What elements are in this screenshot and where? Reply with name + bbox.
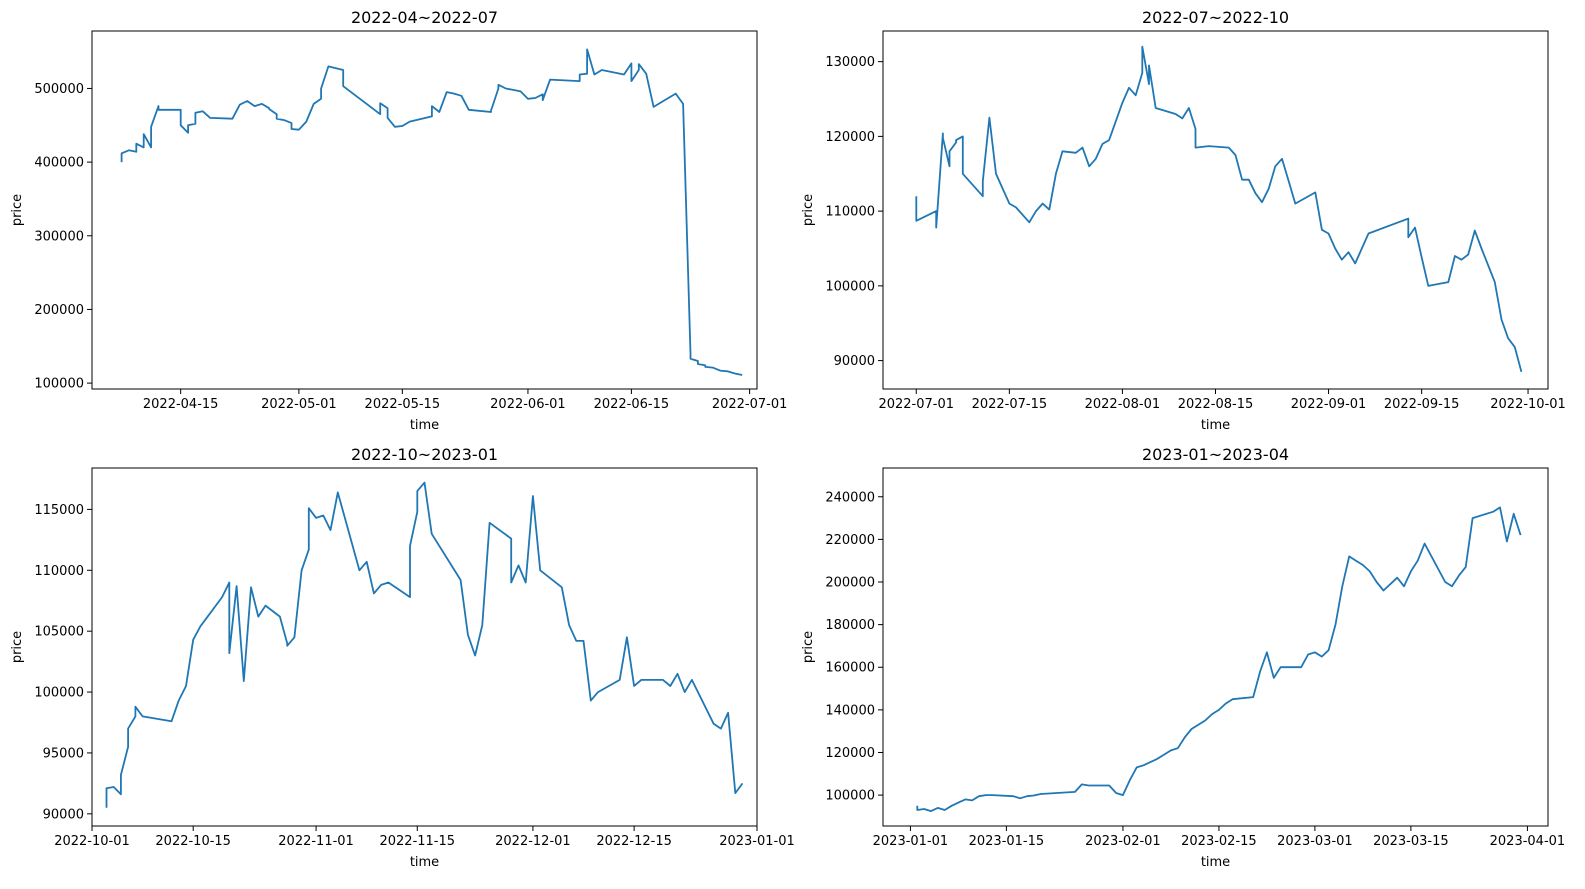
subplot-3-xlabel: time: [410, 855, 439, 870]
subplot-3-x-tick-label: 2022-12-01: [495, 834, 571, 849]
subplot-2-y-tick-label: 120000: [825, 130, 875, 145]
subplot-1-ylabel: price: [10, 194, 25, 226]
subplot-1-x-tick-label: 2022-06-15: [594, 397, 670, 412]
subplot-3-axes-frame: [91, 467, 758, 827]
subplot-2-x-tick-label: 2022-09-15: [1384, 397, 1460, 412]
subplot-2-series-line: [915, 45, 1523, 373]
subplot-1-x-tick-label: 2022-05-15: [365, 397, 441, 412]
subplot-4-y-tick-label: 120000: [825, 746, 875, 761]
subplot-4-y-tick-label: 100000: [825, 789, 875, 804]
subplot-2-x-tick-label: 2022-08-01: [1085, 397, 1161, 412]
subplot-4-series-line: [916, 506, 1522, 812]
subplot-4-y-tick-label: 220000: [825, 533, 875, 548]
subplot-3-y-tick-label: 90000: [43, 807, 84, 822]
subplot-1-y-tick-label: 400000: [34, 156, 84, 171]
subplot-3: 2022-10~2023-01 time price 2022-10-01 202…: [10, 445, 795, 870]
subplot-2-x-tick-label: 2022-10-01: [1490, 397, 1566, 412]
subplot-4-title: 2023-01~2023-04: [1142, 445, 1289, 464]
subplot-4-xlabel: time: [1201, 855, 1230, 870]
subplot-1-y-tick-label: 500000: [34, 82, 84, 97]
subplot-4-y-tick-label: 200000: [825, 576, 875, 591]
subplot-2-xlabel: time: [1201, 418, 1230, 433]
subplot-4-x-tick-label: 2023-01-15: [969, 834, 1045, 849]
subplot-4-x-tick-label: 2023-03-15: [1373, 834, 1449, 849]
subplot-4-y-tick-label: 240000: [825, 490, 875, 505]
subplot-1: 2022-04~2022-07 time price 2022-04-15 202…: [10, 8, 787, 433]
subplot-4-x-tick-label: 2023-02-15: [1181, 834, 1257, 849]
subplot-1-series-line: [120, 48, 743, 376]
subplot-3-x-tick-label: 2022-10-01: [54, 834, 130, 849]
subplot-4-x-tick-label: 2023-01-01: [873, 834, 949, 849]
subplot-3-y-tick-label: 100000: [34, 686, 84, 701]
subplot-4-axes-frame: [882, 467, 1549, 827]
subplot-3-title: 2022-10~2023-01: [351, 445, 498, 464]
subplot-1-y-tick-label: 100000: [34, 377, 84, 392]
subplot-2-y-tick-label: 110000: [825, 205, 875, 220]
subplot-1-y-tick-label: 200000: [34, 303, 84, 318]
subplot-2-x-tick-label: 2022-07-01: [878, 397, 954, 412]
subplot-4-y-tick-label: 140000: [825, 703, 875, 718]
subplot-3-x-tick-label: 2022-11-01: [278, 834, 354, 849]
subplot-2-y-tick-label: 100000: [825, 279, 875, 294]
subplot-3-y-tick-label: 95000: [43, 746, 84, 761]
subplot-1-axes-frame: [91, 30, 758, 390]
subplot-1-x-tick-label: 2022-06-01: [490, 397, 566, 412]
subplot-3-y-tick-label: 110000: [34, 564, 84, 579]
subplot-1-title: 2022-04~2022-07: [351, 8, 498, 27]
subplot-1-x-tick-label: 2022-04-15: [143, 397, 219, 412]
subplot-2: 2022-07~2022-10 time price 2022-07-01 202…: [801, 8, 1566, 433]
subplot-3-ylabel: price: [10, 631, 25, 663]
subplot-4-x-tick-label: 2023-03-01: [1277, 834, 1353, 849]
subplot-4-y-tick-label: 160000: [825, 661, 875, 676]
subplot-1-x-tick-label: 2022-07-01: [712, 397, 788, 412]
subplot-1-y-tick-label: 300000: [34, 229, 84, 244]
subplot-3-series-line: [105, 481, 744, 808]
subplot-2-x-tick-label: 2022-08-15: [1178, 397, 1254, 412]
subplot-2-ylabel: price: [801, 194, 816, 226]
subplot-3-x-tick-label: 2023-01-01: [719, 834, 795, 849]
subplot-4-x-tick-label: 2023-04-01: [1490, 834, 1566, 849]
subplot-4-ylabel: price: [801, 631, 816, 663]
subplot-1-xlabel: time: [410, 418, 439, 433]
subplot-2-x-tick-label: 2022-09-01: [1291, 397, 1367, 412]
subplot-4-y-tick-label: 180000: [825, 618, 875, 633]
subplot-3-y-tick-label: 105000: [34, 625, 84, 640]
subplot-4-x-tick-label: 2023-02-01: [1085, 834, 1161, 849]
subplot-3-x-tick-label: 2022-11-15: [379, 834, 455, 849]
subplot-4: 2023-01~2023-04 time price 2023-01-01 202…: [801, 445, 1565, 870]
subplot-3-x-tick-label: 2022-12-15: [596, 834, 672, 849]
subplot-2-y-tick-label: 130000: [825, 55, 875, 70]
subplot-2-x-tick-label: 2022-07-15: [972, 397, 1048, 412]
subplot-3-x-tick-label: 2022-10-15: [155, 834, 231, 849]
subplot-1-x-tick-label: 2022-05-01: [261, 397, 337, 412]
subplot-2-y-tick-label: 90000: [834, 354, 875, 369]
subplot-2-title: 2022-07~2022-10: [1142, 8, 1289, 27]
subplot-3-y-tick-label: 115000: [34, 503, 84, 518]
